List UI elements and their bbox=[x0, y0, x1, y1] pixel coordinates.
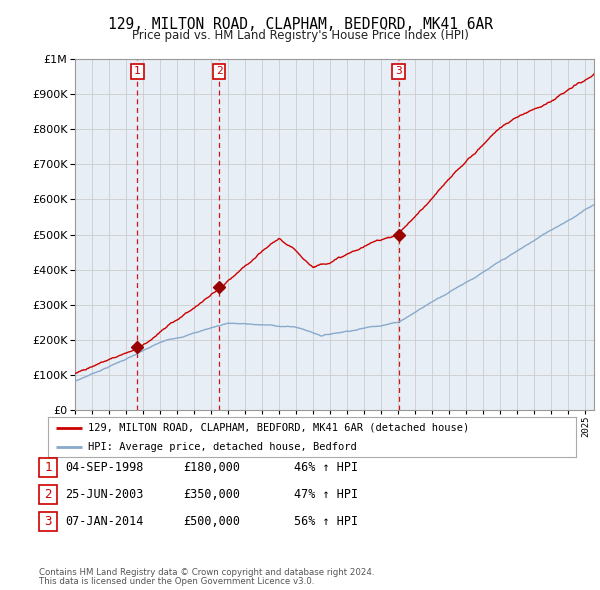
Text: 04-SEP-1998: 04-SEP-1998 bbox=[65, 461, 143, 474]
Text: 1: 1 bbox=[44, 461, 52, 474]
Text: 3: 3 bbox=[395, 66, 402, 76]
Text: 56% ↑ HPI: 56% ↑ HPI bbox=[294, 515, 358, 528]
Text: 46% ↑ HPI: 46% ↑ HPI bbox=[294, 461, 358, 474]
Text: 3: 3 bbox=[44, 515, 52, 528]
Text: £500,000: £500,000 bbox=[183, 515, 240, 528]
Text: 07-JAN-2014: 07-JAN-2014 bbox=[65, 515, 143, 528]
Text: 129, MILTON ROAD, CLAPHAM, BEDFORD, MK41 6AR: 129, MILTON ROAD, CLAPHAM, BEDFORD, MK41… bbox=[107, 17, 493, 31]
Text: Price paid vs. HM Land Registry's House Price Index (HPI): Price paid vs. HM Land Registry's House … bbox=[131, 30, 469, 42]
Text: This data is licensed under the Open Government Licence v3.0.: This data is licensed under the Open Gov… bbox=[39, 578, 314, 586]
Text: 2: 2 bbox=[216, 66, 223, 76]
Text: 47% ↑ HPI: 47% ↑ HPI bbox=[294, 488, 358, 501]
Text: 25-JUN-2003: 25-JUN-2003 bbox=[65, 488, 143, 501]
Text: 1: 1 bbox=[134, 66, 141, 76]
Text: £180,000: £180,000 bbox=[183, 461, 240, 474]
Text: 2: 2 bbox=[44, 488, 52, 501]
Text: HPI: Average price, detached house, Bedford: HPI: Average price, detached house, Bedf… bbox=[88, 442, 356, 452]
Text: £350,000: £350,000 bbox=[183, 488, 240, 501]
Text: Contains HM Land Registry data © Crown copyright and database right 2024.: Contains HM Land Registry data © Crown c… bbox=[39, 568, 374, 577]
Text: 129, MILTON ROAD, CLAPHAM, BEDFORD, MK41 6AR (detached house): 129, MILTON ROAD, CLAPHAM, BEDFORD, MK41… bbox=[88, 422, 469, 432]
